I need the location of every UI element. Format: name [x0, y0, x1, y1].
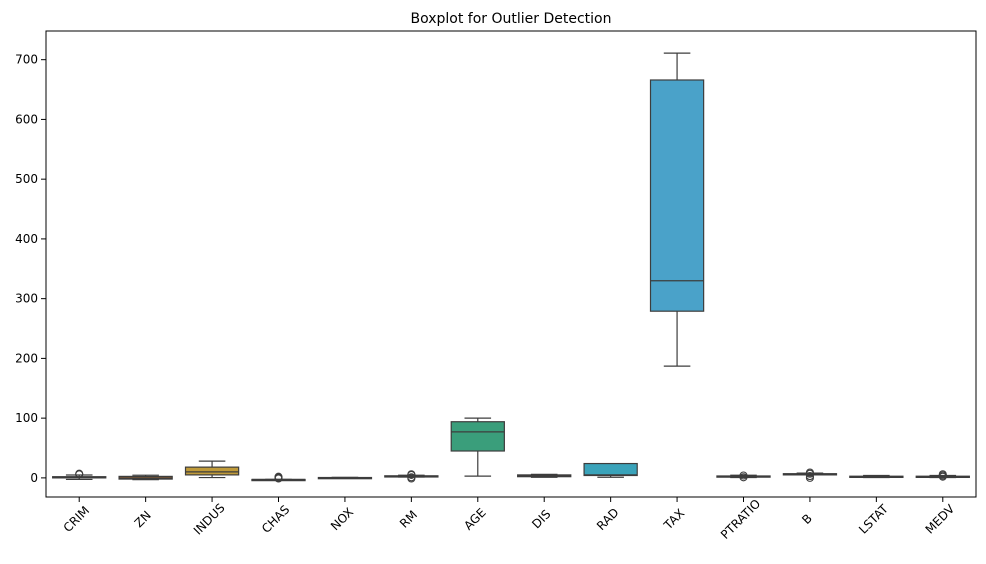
x-tick-label: DIS: [529, 507, 553, 531]
outlier-point: [274, 472, 283, 481]
x-tick-label: RAD: [594, 505, 622, 533]
outlier-point: [407, 470, 416, 479]
x-tick-label: CRIM: [61, 503, 93, 535]
x-tick-label: NOX: [328, 505, 356, 533]
outlier-point: [938, 470, 947, 479]
x-tick-label: MEDV: [923, 501, 958, 536]
x-tick-label: PTRATIO: [718, 497, 763, 542]
plot-area: 0 100 200 300 400 500 600 700 CRIM ZN INDUS CHAS NOX…: [15, 30, 977, 542]
x-tick-label: LSTAT: [856, 501, 891, 536]
x-tick-label: AGE: [461, 505, 488, 532]
x-tick-label: INDUS: [191, 501, 228, 538]
y-tick-label: 400: [15, 232, 38, 246]
y-tick-label: 700: [15, 53, 38, 67]
plot-frame: [45, 30, 977, 498]
outlier-point: [805, 468, 814, 477]
y-tick-label: 0: [30, 471, 38, 485]
x-tick-label: CHAS: [259, 502, 292, 535]
y-tick-label: 300: [15, 292, 38, 306]
chart-title: Boxplot for Outlier Detection: [411, 11, 612, 27]
box-rad: [583, 462, 638, 477]
outlier-point: [805, 472, 814, 481]
x-tick-label: B: [799, 511, 815, 527]
box-age: [450, 421, 505, 452]
outlier-point: [75, 469, 84, 478]
x-tick-label: TAX: [661, 506, 688, 533]
y-tick-label: 200: [15, 351, 38, 365]
outlier-point: [407, 473, 416, 482]
y-tick-label: 100: [15, 411, 38, 425]
x-tick-label: RM: [397, 508, 420, 531]
x-tick-label: ZN: [132, 508, 154, 530]
y-tick-label: 500: [15, 172, 38, 186]
box-tax: [649, 79, 705, 312]
box-indus: [184, 466, 240, 476]
y-tick-label: 600: [15, 112, 38, 126]
outlier-point: [739, 471, 748, 480]
